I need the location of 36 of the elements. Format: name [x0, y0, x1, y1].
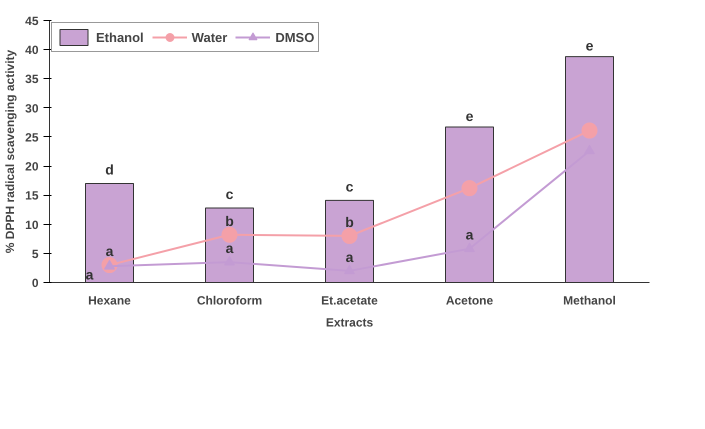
annotation: a — [106, 243, 114, 260]
point — [462, 180, 478, 196]
point — [342, 228, 358, 244]
annotation: e — [466, 108, 474, 124]
annotation: b — [345, 214, 354, 230]
annotation: c — [226, 186, 234, 202]
point — [222, 226, 238, 243]
annotation: a — [226, 240, 234, 256]
annotation: c — [346, 178, 354, 194]
annotation: a — [346, 248, 354, 265]
x-tick-label: Chloroform — [196, 294, 262, 308]
annotation: a — [466, 226, 474, 243]
y-axis-title: % DPPH radical scavenging activity — [3, 49, 18, 254]
y-tick-label: 20 — [25, 160, 39, 174]
point — [582, 122, 598, 139]
x-tick-label: Hexane — [88, 294, 132, 308]
x-tick-label: Methanol — [563, 294, 616, 308]
y-tick-label: 30 — [25, 101, 39, 116]
legend-label: DMSO — [275, 30, 314, 44]
annotation: e — [586, 38, 594, 54]
y-tick-label: 25 — [25, 130, 39, 144]
legend-label: Water — [192, 30, 228, 44]
x-tick-label: Et.acetate — [321, 294, 378, 308]
y-tick-label: 10 — [25, 218, 39, 232]
annotation: d — [105, 162, 114, 178]
legend-label: Ethanol — [96, 30, 144, 44]
annotation: a — [86, 266, 94, 282]
y-tick-label: 15 — [25, 188, 39, 203]
y-tick-label: 35 — [25, 72, 39, 86]
annotation: b — [225, 212, 234, 229]
x-axis-title: Extracts — [326, 316, 374, 330]
y-tick-label: 45 — [25, 14, 39, 28]
x-tick-label: Acetone — [446, 294, 494, 308]
y-tick-label: 40 — [25, 43, 39, 58]
y-tick-label: 0 — [32, 276, 39, 290]
y-tick-label: 5 — [32, 246, 39, 261]
